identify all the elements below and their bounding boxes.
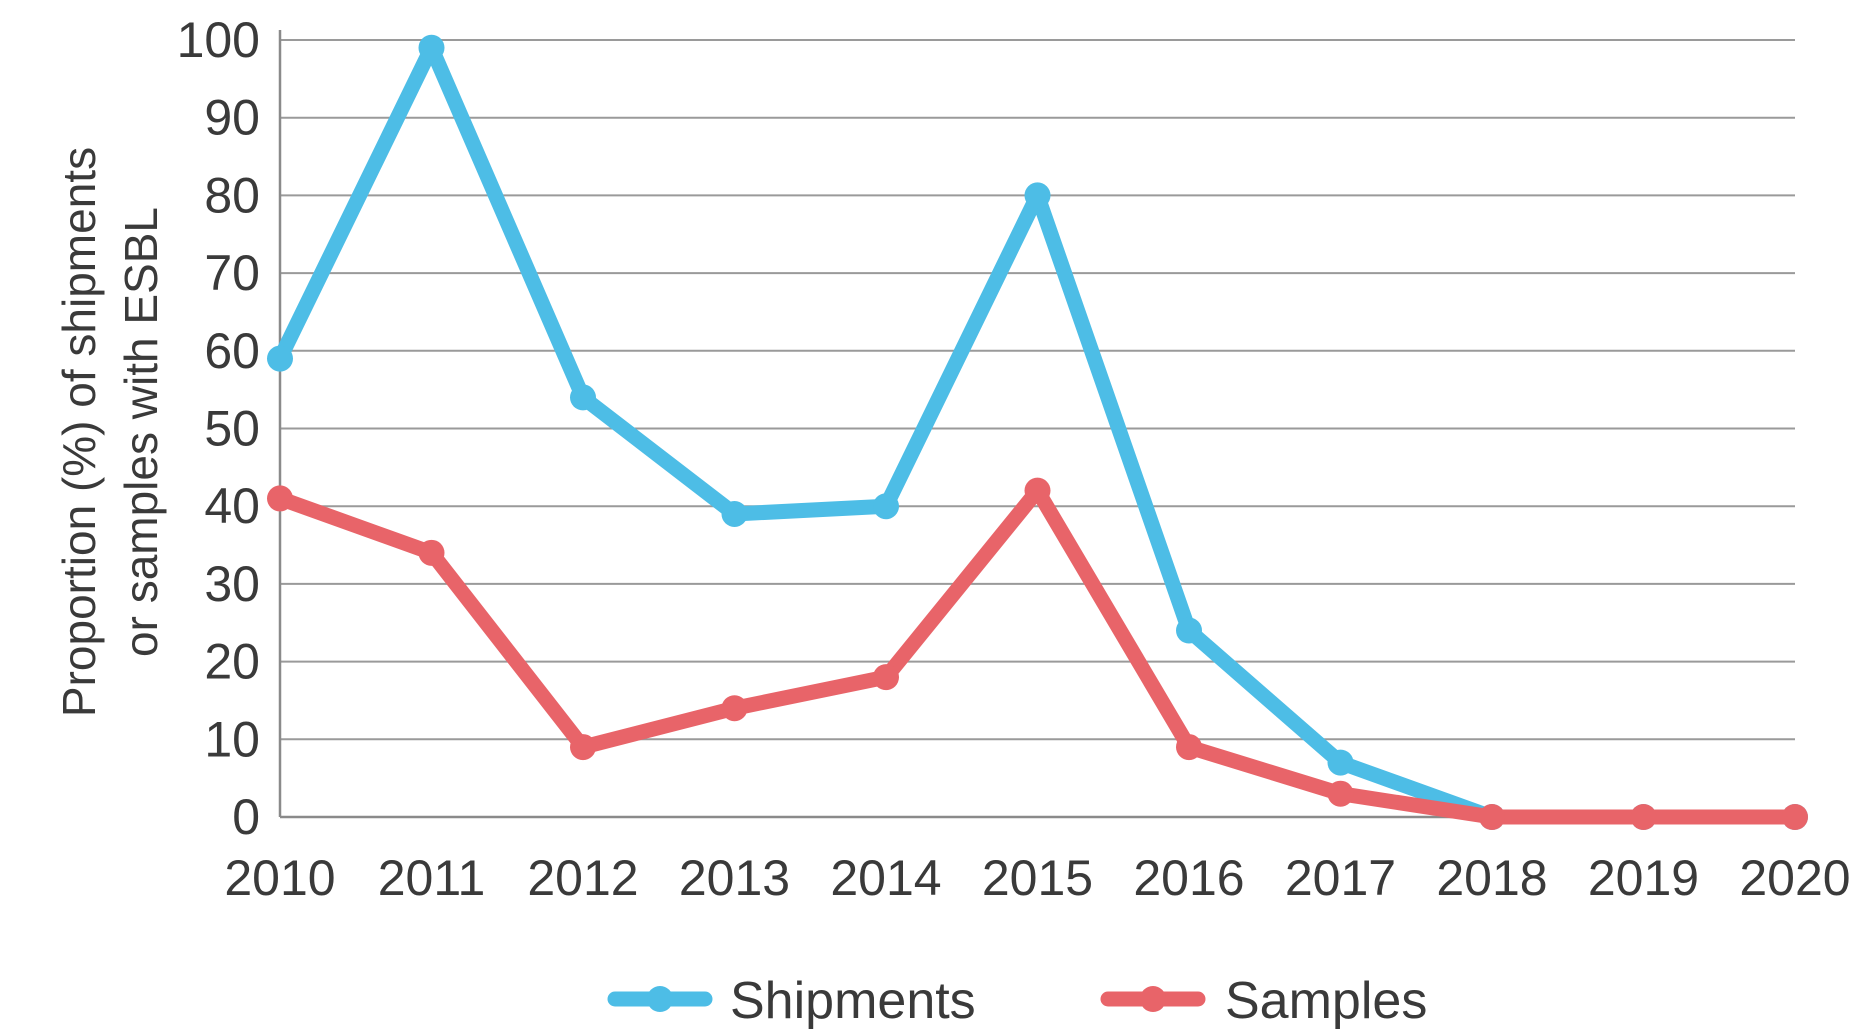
x-tick-label: 2017 xyxy=(1285,850,1396,906)
y-tick-label: 90 xyxy=(204,90,260,146)
data-point xyxy=(721,695,748,722)
legend: Shipments Samples xyxy=(607,972,1427,1030)
data-point xyxy=(721,500,748,527)
legend-marker xyxy=(647,986,673,1012)
data-point xyxy=(418,539,445,566)
legend-label: Samples xyxy=(1225,972,1427,1030)
y-tick-label: 10 xyxy=(204,711,260,767)
x-tick-label: 2019 xyxy=(1588,850,1699,906)
series-lines xyxy=(267,34,1808,830)
x-tick-label: 2011 xyxy=(378,850,486,906)
data-point xyxy=(1327,749,1354,776)
y-tick-label: 80 xyxy=(204,167,260,223)
x-tick-label: 2015 xyxy=(982,850,1093,906)
data-point xyxy=(1630,804,1657,830)
data-point xyxy=(1782,804,1808,830)
x-tick-label: 2012 xyxy=(527,850,638,906)
data-point xyxy=(873,664,899,691)
x-tick-label: 2018 xyxy=(1436,850,1547,906)
y-axis-label: Proportion (%) of shipments or samples w… xyxy=(53,147,167,717)
x-tick-label: 2013 xyxy=(679,850,790,906)
legend-label: Shipments xyxy=(730,972,976,1030)
y-axis-label-line-2: or samples with ESBL xyxy=(115,207,167,657)
x-tick-labels: 2010 2011 2012 2013 2014 2015 2016 2017 2018 2019… xyxy=(224,850,1850,906)
y-tick-label: 50 xyxy=(204,401,260,457)
y-tick-label: 40 xyxy=(204,478,260,534)
series-line-shipments xyxy=(272,40,1803,825)
data-point xyxy=(570,384,596,411)
y-tick-label: 30 xyxy=(204,556,260,612)
y-tick-label: 60 xyxy=(204,323,260,379)
x-tick-label: 2016 xyxy=(1133,850,1244,906)
y-axis-label-line-1: Proportion (%) of shipments xyxy=(53,147,105,717)
y-tick-label: 0 xyxy=(232,789,260,845)
data-point xyxy=(1327,780,1354,807)
legend-marker xyxy=(1140,986,1166,1012)
grid-lines xyxy=(280,39,1795,741)
legend-item-shipments: Shipments xyxy=(607,972,976,1030)
x-tick-label: 2010 xyxy=(224,850,335,906)
y-tick-label: 70 xyxy=(204,245,260,301)
data-point xyxy=(1176,617,1202,644)
data-point xyxy=(267,345,293,372)
data-point xyxy=(418,34,445,61)
y-tick-label: 100 xyxy=(177,12,260,68)
x-tick-label: 2014 xyxy=(830,850,941,906)
data-point xyxy=(1024,477,1051,504)
data-point xyxy=(873,493,899,520)
series-samples xyxy=(267,477,1808,830)
series-line-samples xyxy=(272,483,1803,825)
legend-item-samples: Samples xyxy=(1100,972,1427,1030)
data-point xyxy=(1176,734,1202,761)
series-shipments xyxy=(267,34,1808,830)
x-tick-label: 2020 xyxy=(1739,850,1850,906)
y-tick-label: 20 xyxy=(204,634,260,690)
y-tick-labels: 0 10 20 30 40 50 60 70 80 90 100 xyxy=(177,12,260,845)
data-point xyxy=(1024,182,1051,209)
data-point xyxy=(570,734,596,761)
data-point xyxy=(1479,804,1505,830)
axes xyxy=(278,30,1795,819)
data-point xyxy=(267,485,293,512)
